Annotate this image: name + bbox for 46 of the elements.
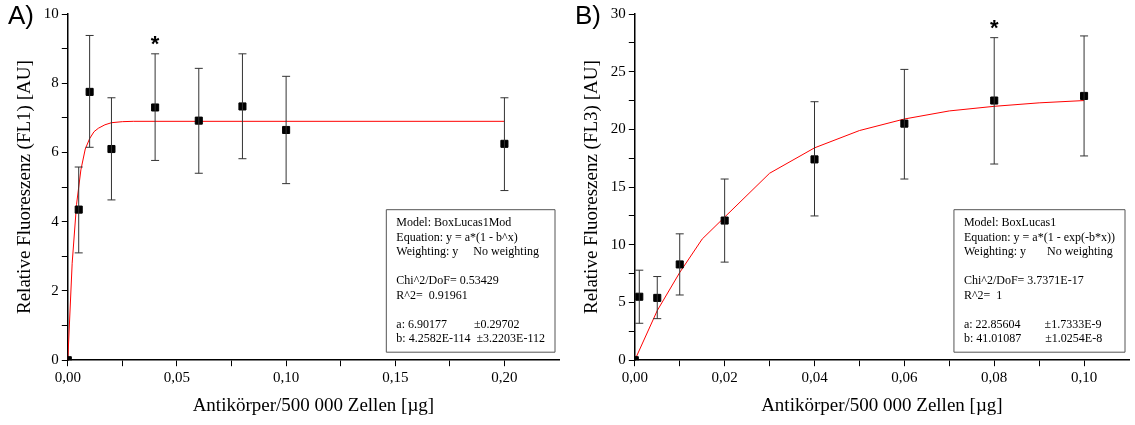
x-axis-title: Antikörper/500 000 Zellen [µg] [761,393,1003,415]
x-tick-label: 0,00 [621,369,648,386]
annotation: R^2= 0.91961 [396,287,468,302]
chart-title: A) [8,0,34,31]
y-tick-label: 8 [51,74,59,91]
annotation: Weighting: y No weighting [963,244,1113,259]
x-tick-label: 0,02 [711,369,738,386]
x-tick-label: 0,10 [272,369,300,386]
annotation: a: 22.85604 ±1.7333E-9 [963,316,1102,331]
y-tick-label: 10 [43,4,59,21]
annotation: * [150,30,160,56]
x-tick-label: 0,08 [981,369,1008,386]
x-tick-label: 0,15 [382,369,409,386]
y-axis-title: Relative Fluoreszenz (FL3) [AU] [580,60,603,314]
y-tick-label: 20 [610,120,626,137]
chart-title: B) [575,0,601,31]
x-tick-label: 0,05 [163,369,191,386]
y-tick-label: 4 [51,212,60,229]
x-tick-label: 0,06 [891,369,918,386]
x-tick-label: 0,20 [491,369,518,386]
y-tick-label: 2 [51,281,59,298]
annotation: b: 41.01087 ±1.0254E-8 [963,331,1103,346]
x-tick-label: 0,00 [54,369,81,386]
y-tick-label: 5 [618,293,626,310]
annotation: Weighting: y No weighting [396,244,540,259]
y-tick-label: 15 [610,178,626,195]
annotation: a: 6.90177 ±0.29702 [396,316,520,331]
y-tick-label: 30 [610,4,626,21]
y-tick-label: 10 [610,235,626,252]
y-tick-label: 0 [618,351,626,368]
x-tick-label: 0,10 [1070,369,1098,386]
annotation: R^2= 1 [963,287,1003,302]
y-axis-title: Relative Fluoreszenz (FL1) [AU] [13,60,36,314]
y-tick-label: 6 [51,143,60,160]
annotation: Chi^2/DoF= 3.7371E-17 [963,273,1084,288]
annotation: Equation: y = a*(1 - exp(-b*x)) [963,229,1116,244]
annotation: Model: BoxLucas1 [963,215,1057,230]
x-axis-title: Antikörper/500 000 Zellen [µg] [192,393,435,415]
y-tick-label: 0 [51,351,59,368]
annotation: b: 4.2582E-114 ±3.2203E-112 [396,331,546,346]
y-tick-label: 25 [610,62,626,79]
annotation: Equation: y = a*(1 - b^x) [396,229,518,244]
annotation: * [989,14,999,40]
x-tick-label: 0,04 [801,369,829,386]
annotation: Model: BoxLucas1Mod [396,215,512,230]
annotation: Chi^2/DoF= 0.53429 [396,273,499,288]
